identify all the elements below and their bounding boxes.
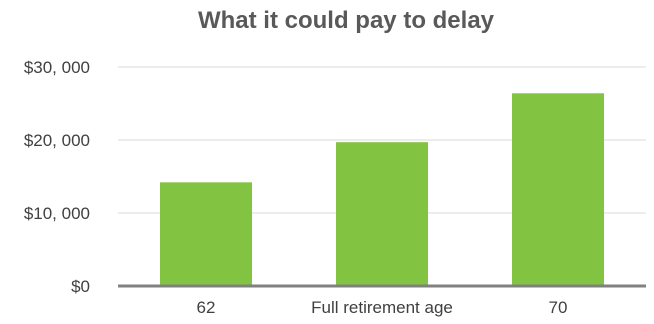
bar (512, 93, 604, 286)
x-tick-label: 62 (197, 298, 216, 317)
y-tick-label: $0 (71, 277, 90, 296)
bar (160, 182, 252, 286)
chart-title: What it could pay to delay (198, 7, 495, 34)
y-tick-label: $10, 000 (24, 204, 90, 223)
x-tick-label: Full retirement age (311, 298, 453, 317)
bars (160, 93, 604, 286)
bar (336, 142, 428, 286)
y-axis-tick-labels: $0 $10, 000 $20, 000 $30, 000 (24, 58, 90, 296)
x-tick-label: 70 (549, 298, 568, 317)
y-tick-label: $30, 000 (24, 58, 90, 77)
x-axis-tick-labels: 62 Full retirement age 70 (197, 298, 568, 317)
y-tick-label: $20, 000 (24, 131, 90, 150)
